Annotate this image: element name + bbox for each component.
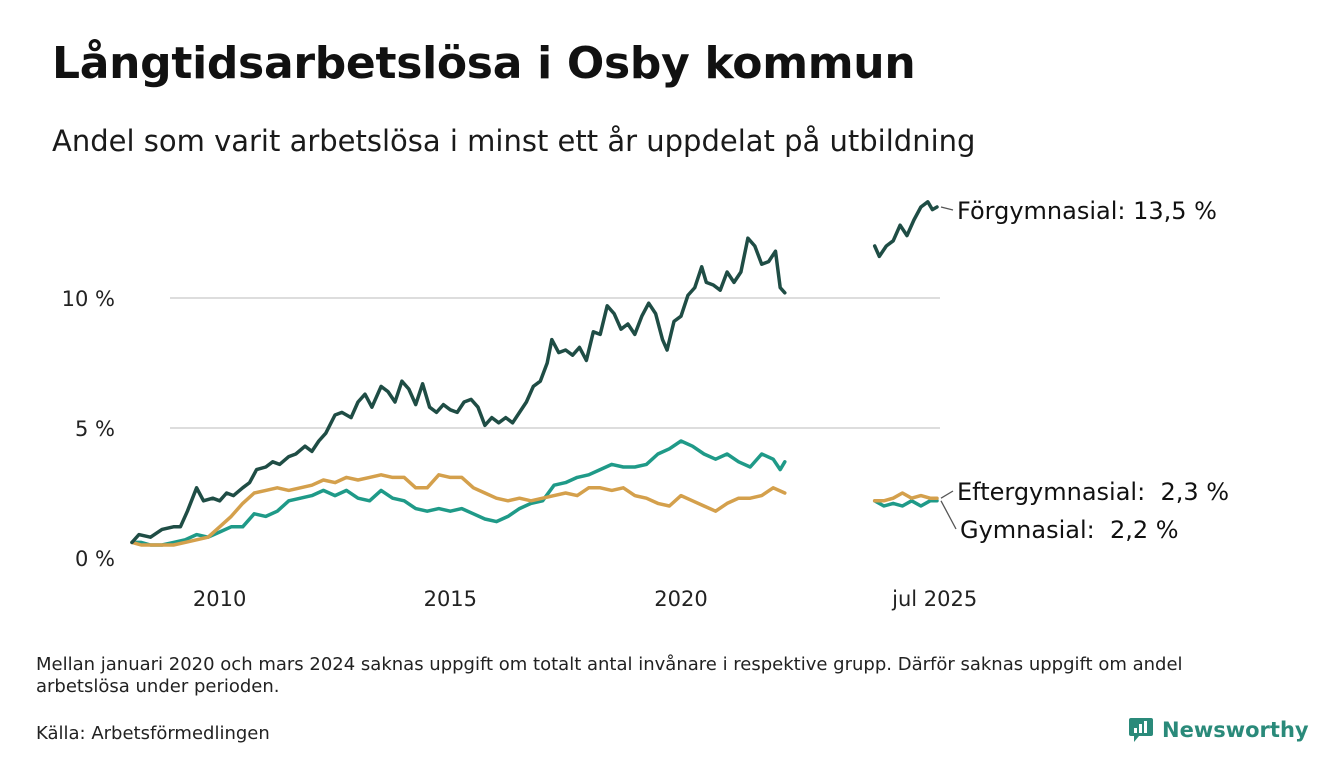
chart-title: Långtidsarbetslösa i Osby kommun xyxy=(52,38,916,89)
y-tick-label: 10 % xyxy=(62,287,115,311)
newsworthy-logo-icon xyxy=(1129,718,1153,742)
series-line-eftergymnasial xyxy=(130,473,787,547)
newsworthy-logo-text: Newsworthy xyxy=(1162,718,1309,742)
series-end-labels: Förgymnasial: 13,5 % Gymnasial: 2,2 % Efte… xyxy=(940,197,1229,544)
series-line-forgymnasial xyxy=(130,236,787,545)
leader-line xyxy=(940,206,954,211)
gridlines xyxy=(170,297,940,429)
x-axis-ticks: 2010 2015 2020 jul 2025 xyxy=(193,587,977,611)
source-note: Källa: Arbetsförmedlingen xyxy=(36,723,270,744)
x-tick-label: jul 2025 xyxy=(891,587,977,611)
chart-subtitle: Andel som varit arbetslösa i minst ett å… xyxy=(52,124,976,158)
line-chart: 0 % 5 % 10 % 2010 2015 2020 jul 2025 Förgymna… xyxy=(62,197,1229,611)
series-end-label-gymnasial: Gymnasial: 2,2 % xyxy=(960,516,1179,544)
leader-line xyxy=(940,490,954,499)
series-end-label-eftergymnasial: Eftergymnasial: 2,3 % xyxy=(957,478,1229,506)
y-tick-label: 5 % xyxy=(75,417,115,441)
x-tick-label: 2020 xyxy=(654,587,707,611)
leader-line xyxy=(940,500,957,530)
y-tick-label: 0 % xyxy=(75,547,115,571)
series-line-gymnasial xyxy=(872,499,939,508)
series-line-forgymnasial xyxy=(872,200,939,259)
series-line-gymnasial xyxy=(130,439,787,547)
newsworthy-logo: Newsworthy xyxy=(1128,716,1309,744)
series-line-eftergymnasial xyxy=(872,491,939,503)
footnote: Mellan januari 2020 och mars 2024 saknas… xyxy=(36,654,1183,697)
y-axis-ticks: 0 % 5 % 10 % xyxy=(62,287,115,571)
series-lines xyxy=(130,200,939,547)
x-tick-label: 2015 xyxy=(424,587,477,611)
series-end-label-forgymnasial: Förgymnasial: 13,5 % xyxy=(957,197,1217,225)
x-tick-label: 2010 xyxy=(193,587,246,611)
